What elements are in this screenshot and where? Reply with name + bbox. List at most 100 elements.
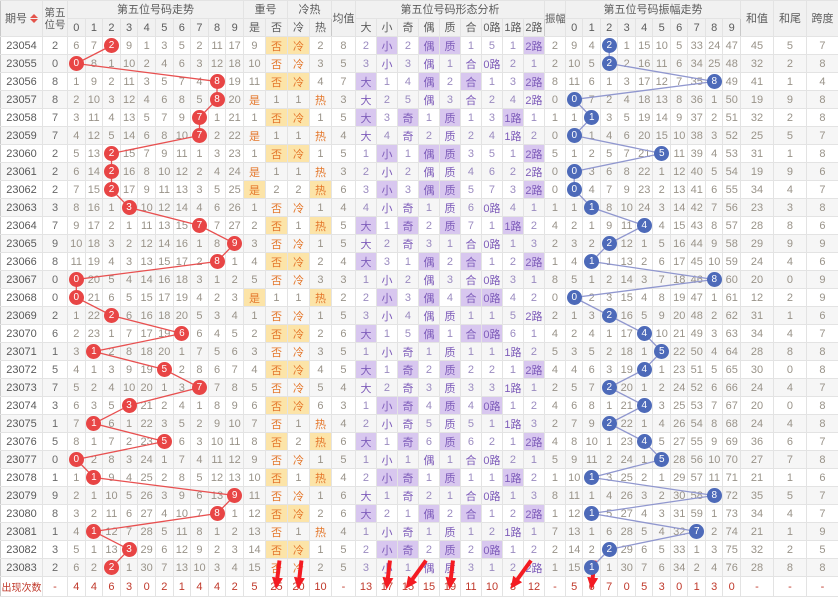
cell-number-omission: 4: [102, 252, 121, 271]
cell-number-omission: 8: [225, 378, 244, 397]
cell-number-omission: 12: [172, 162, 192, 181]
cell-pattern: 奇: [396, 360, 419, 379]
col-header-number-trend: 第五位号码走势: [67, 0, 244, 19]
col-header-sum: 和值: [739, 0, 774, 37]
cell-pattern: 质: [438, 306, 461, 325]
cell-pattern: 1: [480, 504, 503, 523]
cell-amp-omission: 6: [582, 360, 601, 379]
sort-icon[interactable]: [30, 14, 38, 24]
cell-number-omission: 14: [84, 162, 104, 181]
cell-amp-omission: 6: [652, 558, 671, 577]
cell-number-omission: 0: [67, 288, 86, 307]
cell-amp-omission: 17: [634, 72, 654, 91]
cell-pattern: 小: [375, 270, 398, 289]
cell-amp-omission: 10: [704, 252, 724, 271]
cell-hot: 热: [308, 162, 332, 181]
cell-pattern: 大: [354, 234, 377, 253]
drawn-number-marker: 2: [103, 560, 119, 575]
cell-pattern: 大: [354, 486, 377, 505]
cell-pattern: 2: [417, 540, 440, 559]
cell-number-omission: 8: [102, 450, 121, 469]
cell-number-omission: 16: [119, 162, 139, 181]
cell-pattern: 0路: [480, 450, 503, 469]
cell-issue: 23074: [0, 396, 43, 415]
amplitude-marker: 1: [584, 200, 600, 215]
cell-sum-tail: 4: [772, 504, 807, 523]
cell-repeat-yes: 1: [242, 108, 266, 127]
cell-sum: 45: [739, 36, 774, 55]
col-repeat-no: 否: [264, 18, 288, 37]
cell-amplitude: 4: [543, 324, 566, 343]
cell-span: 7: [805, 180, 838, 199]
cell-number-omission: 5: [154, 72, 174, 91]
col-number-9: 9: [225, 18, 244, 37]
cell-pattern: 1: [501, 540, 524, 559]
cell-amp-omission: 7: [599, 180, 619, 199]
cell-number-omission: 4: [172, 396, 192, 415]
cell-number-omission: 3: [119, 450, 139, 469]
cell-amp-omission: 4: [704, 558, 724, 577]
cell-amp-omission: 5: [652, 540, 671, 559]
cell-sum: 31: [739, 306, 774, 325]
cell-pattern: 4: [501, 288, 524, 307]
cell-mean: 6: [330, 504, 356, 523]
cell-amp-omission: 1: [634, 450, 654, 469]
row-23061: 23061 2 6 14 2 16 8 10 12 2 4 24 是 1 1 热 3 2 小 2 偶质 4 6 2 2路 0 0 3 6…: [0, 162, 838, 181]
cell-pattern: 2: [501, 558, 524, 577]
cell-amp-omission: 1: [599, 324, 619, 343]
cell-pattern: 偶: [417, 180, 440, 199]
cell-issue: 23078: [0, 468, 43, 487]
cell-number-omission: 5: [137, 108, 156, 127]
cell-number-omission: 24: [137, 450, 156, 469]
cell-number-omission: 29: [137, 540, 156, 559]
footer-amplitude: -: [543, 576, 566, 597]
footer-number-count: 4: [190, 576, 209, 597]
cell-issue: 23082: [0, 540, 43, 559]
cell-number-omission: 3: [67, 342, 86, 361]
cell-cold: 冷: [286, 450, 310, 469]
cell-pattern: 4: [480, 126, 503, 145]
cell-pattern: 偶: [417, 162, 440, 181]
cell-amp-omission: 53: [687, 396, 706, 415]
cell-fifth-number: 8: [42, 90, 68, 109]
cell-number-omission: 3: [102, 234, 121, 253]
cell-amp-omission: 0: [564, 90, 584, 109]
cell-amp-omission: 33: [669, 540, 689, 559]
cell-amp-omission: 0: [564, 162, 584, 181]
col-number-5: 5: [154, 18, 174, 37]
cell-number-omission: 6: [67, 36, 86, 55]
cell-amp-omission: 15: [634, 36, 654, 55]
cell-amp-omission: 48: [722, 54, 741, 73]
cell-amp-omission: 4: [704, 342, 724, 361]
cell-number-omission: 8: [67, 198, 86, 217]
cell-number-omission: 5: [119, 288, 139, 307]
cell-amp-omission: 9: [652, 306, 671, 325]
cell-number-omission: 1: [84, 522, 104, 541]
cell-repeat-no: 否: [264, 198, 288, 217]
cell-mean: 5: [330, 54, 356, 73]
cell-number-omission: 9: [119, 36, 139, 55]
drawn-number-marker: 3: [121, 200, 137, 215]
cell-pattern: 2: [480, 360, 503, 379]
cell-number-omission: 7: [207, 216, 227, 235]
cell-mean: 3: [330, 90, 356, 109]
cell-amp-omission: 4: [617, 90, 636, 109]
cell-mean: 2: [330, 288, 356, 307]
cell-amp-omission: 2: [599, 270, 619, 289]
cell-issue: 23073: [0, 378, 43, 397]
cell-amp-omission: 2: [564, 324, 584, 343]
row-23076: 23076 5 8 1 7 2 23 5 6 3 10 11 8 否 2 热 6 大 1 奇 6 质 6 2 1 2路 4 8 10 1 2…: [0, 432, 838, 451]
cell-pattern: 1: [522, 108, 545, 127]
cell-pattern: 1: [375, 324, 398, 343]
drawn-number-marker: 0: [68, 290, 84, 305]
col-amp-9: 9: [722, 18, 741, 37]
cell-hot: 热: [308, 126, 332, 145]
cell-hot: 热: [308, 288, 332, 307]
cell-number-omission: 3: [154, 486, 174, 505]
cell-fifth-number: 7: [42, 216, 68, 235]
cell-sum: 32: [739, 54, 774, 73]
cell-span: 8: [805, 396, 838, 415]
cell-amp-omission: 21: [669, 324, 689, 343]
cell-pattern: 1: [396, 144, 419, 163]
cell-number-omission: 16: [172, 234, 192, 253]
